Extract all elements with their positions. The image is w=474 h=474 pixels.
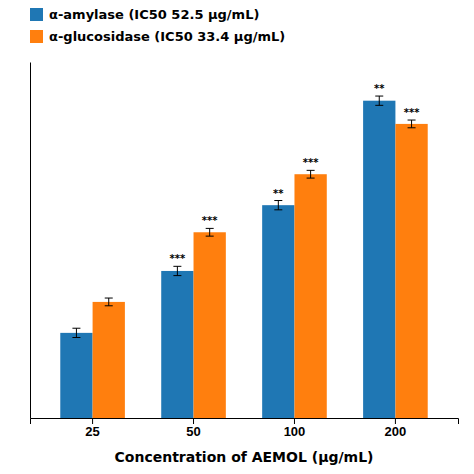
x-tick-label: 100 [284, 424, 306, 439]
significance-label: *** [202, 215, 218, 226]
error-bar-stem [278, 201, 279, 210]
error-bar-stem [177, 266, 178, 275]
bar [363, 101, 395, 418]
error-bar-cap [105, 298, 113, 299]
error-bar-stem [76, 328, 77, 337]
error-bar-stem [310, 170, 311, 178]
plot: ****************2550100200Concentration … [31, 63, 459, 466]
error-bar-cap [408, 120, 416, 121]
error-bar [105, 298, 113, 306]
error-bar-stem [108, 298, 109, 306]
x-axis: 25 50 100 200 [31, 418, 459, 439]
significance-label: *** [170, 253, 186, 264]
y-axis [30, 63, 31, 419]
error-bar [375, 96, 383, 105]
bar [194, 232, 226, 418]
error-bar [72, 328, 80, 337]
error-bar-cap [173, 266, 181, 267]
error-bar [274, 201, 282, 210]
error-bar [408, 120, 416, 128]
error-bar-cap [206, 228, 214, 229]
legend-swatch [30, 8, 43, 21]
x-tick: 100 [284, 418, 306, 439]
annotations: **************** [170, 83, 421, 264]
error-bar [173, 266, 181, 275]
bar [395, 124, 427, 418]
bar [60, 333, 92, 418]
x-tick-label: 50 [186, 424, 200, 439]
x-tick: 200 [385, 418, 407, 439]
legend-swatch [30, 30, 43, 43]
legend-item: α-amylase (IC50 52.5 μg/mL) [30, 7, 259, 22]
bar [161, 271, 193, 418]
x-tick: 25 [85, 418, 99, 439]
error-bar-cap [307, 178, 315, 179]
significance-label: ** [273, 188, 284, 199]
significance-label: *** [404, 107, 420, 118]
significance-label: ** [374, 83, 385, 94]
x-axis-title: Concentration of AEMOL (μg/mL) [115, 449, 374, 465]
error-bar-cap [72, 328, 80, 329]
x-tick: 50 [186, 418, 200, 439]
x-tick-mark [395, 418, 396, 424]
legend-item: α-glucosidase (IC50 33.4 μg/mL) [30, 29, 285, 44]
error-bar-cap [274, 200, 282, 201]
error-bar-cap [72, 337, 80, 338]
bar [93, 302, 125, 418]
legend-label: α-amylase (IC50 52.5 μg/mL) [49, 7, 259, 22]
y-axis-line [30, 63, 31, 419]
error-bar-cap [105, 305, 113, 306]
error-bar [206, 228, 214, 236]
x-tick-mark [193, 418, 194, 424]
x-tick-label: 25 [85, 424, 99, 439]
error-bar-stem [379, 96, 380, 105]
error-bar-cap [206, 236, 214, 237]
error-bar-stem [411, 120, 412, 128]
error-bar-cap [375, 96, 383, 97]
error-bar-cap [408, 127, 416, 128]
error-bar-cap [274, 209, 282, 210]
significance-label: *** [303, 157, 319, 168]
error-bar-cap [307, 170, 315, 171]
chart: ****************2550100200Concentration … [0, 0, 474, 474]
error-bar-cap [173, 275, 181, 276]
error-bar-stem [209, 228, 210, 236]
marks [60, 96, 427, 418]
x-tick-label: 200 [385, 424, 407, 439]
bar [294, 174, 326, 418]
bar [262, 205, 294, 418]
error-bar-cap [375, 105, 383, 106]
error-bar [307, 170, 315, 178]
series [60, 96, 395, 418]
legend-label: α-glucosidase (IC50 33.4 μg/mL) [49, 29, 285, 44]
x-axis-line [31, 419, 459, 425]
x-tick-mark [92, 418, 93, 424]
x-tick-mark [294, 418, 295, 424]
legend: α-amylase (IC50 52.5 μg/mL) α-glucosidase… [30, 7, 285, 44]
series [93, 120, 428, 418]
